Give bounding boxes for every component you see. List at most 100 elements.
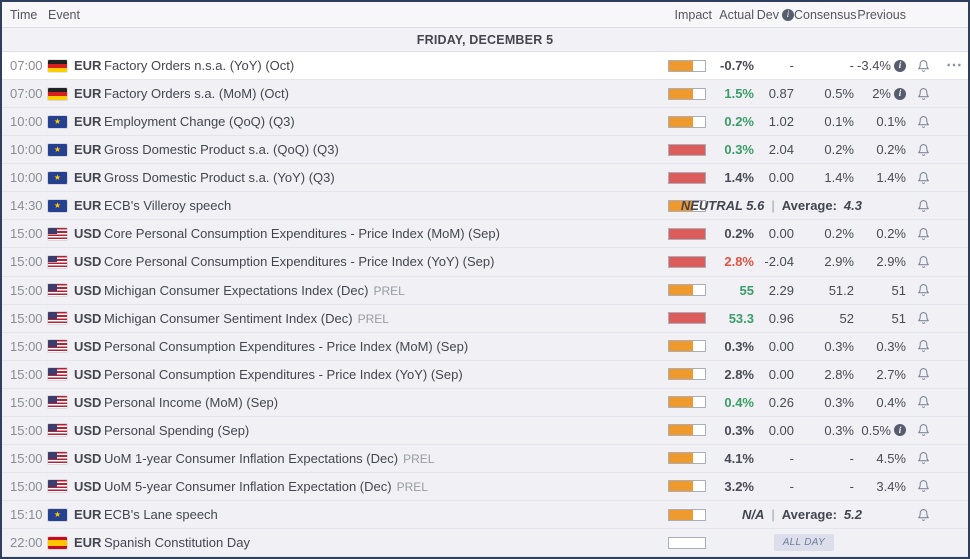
notification-bell-button[interactable] [917,171,930,185]
event-row[interactable]: 15:00 USD UoM 1-year Consumer Inflation Ex… [2,444,968,473]
event-row[interactable]: 15:00 USD Personal Income (MoM) (Sep) 0.4% 0… [2,388,968,417]
bell-cell [906,87,940,101]
event-title: ECB's Villeroy speech [104,198,668,213]
row-menu-button[interactable]: ⋯ [946,56,962,74]
event-currency: EUR [74,86,102,102]
event-currency: USD [74,394,102,410]
impact-bar [668,87,706,100]
notification-bell-button[interactable] [917,423,930,437]
deviation-value: 0.00 [768,366,794,382]
deviation-value: 0.00 [768,338,794,354]
notification-bell-button[interactable] [917,143,930,157]
info-icon[interactable]: i [894,87,906,100]
impact-cell [668,508,712,521]
impact-fill [669,60,693,71]
bell-cell [906,283,940,297]
bell-cell [906,451,940,465]
impact-cell [668,368,712,381]
notification-bell-button[interactable] [917,508,930,522]
us-flag-icon [48,480,67,493]
notification-bell-button[interactable] [917,283,930,297]
impact-bar [668,171,706,184]
event-row[interactable]: 07:00 EUR Factory Orders n.s.a. (YoY) (Oct… [2,52,968,81]
event-row[interactable]: 15:00 USD Personal Spending (Sep) 0.3% 0.00 0… [2,416,968,445]
event-name: Personal Spending (Sep) [104,422,250,438]
impact-bar [668,396,706,409]
bell-icon [917,508,929,521]
consensus-value: 2.8% [824,366,854,382]
flag-cell [48,143,74,156]
info-icon[interactable]: i [894,59,906,72]
deviation-value: 0.96 [768,310,794,326]
actual-value: 0.3% [724,338,754,354]
average-value: 4.3 [843,198,862,214]
impact-fill [669,313,705,324]
impact-cell [668,143,712,156]
consensus-value: - [849,450,854,466]
event-currency: USD [74,478,102,494]
eu-flag-icon [48,171,67,184]
impact-cell [668,255,712,268]
prel-label: PREL [396,479,428,494]
consensus-value: 0.2% [824,142,854,158]
notification-bell-button[interactable] [917,227,930,241]
event-row[interactable]: 15:00 USD Personal Consumption Expenditure… [2,332,968,361]
event-row[interactable]: 07:00 EUR Factory Orders s.a. (MoM) (Oct) 1… [2,80,968,109]
notification-bell-button[interactable] [917,59,930,73]
notification-bell-button[interactable] [917,255,930,269]
prel-label: PREL [357,311,389,326]
event-name: UoM 1-year Consumer Inflation Expectatio… [104,450,399,466]
notification-bell-button[interactable] [917,199,930,213]
event-currency: USD [74,282,102,298]
actual-value: 1.4% [724,170,754,186]
deviation-value: -2.04 [764,254,794,270]
event-row[interactable]: 15:00 USD Core Personal Consumption Expend… [2,220,968,249]
actual-value: 4.1% [724,450,754,466]
event-row[interactable]: 15:00 USD Core Personal Consumption Expend… [2,248,968,277]
de-flag-icon [48,59,67,72]
event-row[interactable]: 15:00 USD Michigan Consumer Expectations I… [2,276,968,305]
bell-cell [906,395,940,409]
flag-cell [48,536,74,549]
deviation-value: 0.00 [768,226,794,242]
previous-value: 2.7% [876,366,906,382]
event-name: Core Personal Consumption Expenditures -… [104,254,495,270]
event-row[interactable]: 15:00 USD UoM 5-year Consumer Inflation Ex… [2,472,968,501]
event-time: 10:00 [10,142,43,158]
event-row[interactable]: 15:00 USD Michigan Consumer Sentiment Inde… [2,304,968,333]
impact-fill [669,285,693,296]
event-row[interactable]: 22:00 EUR Spanish Constitution Day ALL DAY [2,529,968,557]
info-icon[interactable]: i [894,424,906,437]
consensus-value: 2.9% [824,254,854,270]
previous-value: -3.4% [857,58,891,74]
impact-bar [668,536,706,549]
bell-cell [906,423,940,437]
notification-bell-button[interactable] [917,115,930,129]
notification-bell-button[interactable] [917,87,930,101]
notification-bell-button[interactable] [917,367,930,381]
notification-bell-button[interactable] [917,479,930,493]
notification-bell-button[interactable] [917,339,930,353]
event-row[interactable]: 15:00 USD Personal Consumption Expenditure… [2,360,968,389]
divider: | [771,507,775,523]
dev-header-label: Dev [756,7,779,22]
event-currency: EUR [74,198,102,214]
impact-fill [669,397,693,408]
notification-bell-button[interactable] [917,311,930,325]
table-header: Time Event Impact Actual Dev i Consensus… [2,2,968,28]
consensus-value: 0.2% [824,226,854,242]
event-time: 22:00 [10,535,43,551]
impact-fill [669,425,693,436]
previous-value: 0.2% [876,226,906,242]
deviation-value: 2.04 [768,142,794,158]
info-icon[interactable]: i [782,8,794,21]
notification-bell-button[interactable] [917,451,930,465]
notification-bell-button[interactable] [917,395,930,409]
all-day-badge: ALL DAY [773,534,834,552]
sentiment-value: N/A [741,507,765,523]
